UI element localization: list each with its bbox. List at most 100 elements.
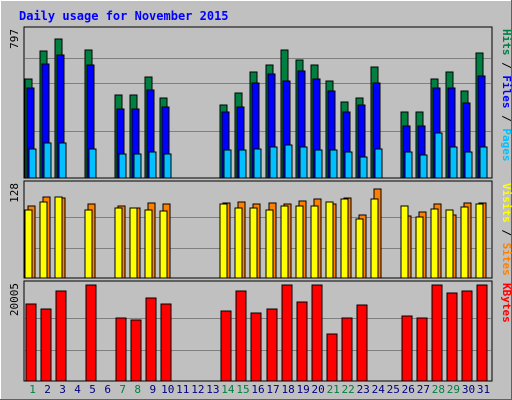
bar-kbytes-day-29 — [446, 292, 458, 382]
bar-kbytes-day-15 — [235, 290, 247, 382]
bar-pages-day-9 — [148, 151, 157, 179]
day-label-4: 4 — [74, 383, 81, 396]
bar-pages-day-30 — [464, 151, 473, 179]
bar-sites-day-29 — [445, 209, 454, 279]
panel-kbytes — [23, 280, 493, 382]
day-label-16: 16 — [251, 383, 264, 396]
day-label-8: 8 — [134, 383, 141, 396]
bar-pages-day-3 — [58, 142, 67, 179]
bar-pages-day-19 — [299, 146, 308, 179]
bar-pages-day-17 — [269, 146, 278, 179]
bar-sites-day-15 — [234, 207, 243, 279]
bar-kbytes-day-18 — [281, 284, 293, 382]
day-label-23: 23 — [357, 383, 370, 396]
bar-sites-day-7 — [114, 207, 123, 279]
day-label-20: 20 — [311, 383, 324, 396]
bar-pages-day-20 — [314, 149, 323, 179]
bar-pages-day-31 — [479, 146, 488, 179]
day-label-27: 27 — [417, 383, 430, 396]
bar-sites-day-1 — [24, 209, 33, 279]
bar-sites-day-16 — [249, 207, 258, 279]
bar-kbytes-day-5 — [85, 284, 97, 382]
day-label-22: 22 — [342, 383, 355, 396]
day-label-26: 26 — [402, 383, 415, 396]
day-label-15: 15 — [236, 383, 249, 396]
legend-item: Files — [500, 75, 512, 108]
day-label-29: 29 — [447, 383, 460, 396]
bar-kbytes-day-7 — [115, 317, 127, 382]
bar-kbytes-day-22 — [341, 317, 353, 382]
bar-kbytes-day-21 — [326, 333, 338, 382]
day-label-21: 21 — [327, 383, 340, 396]
day-label-13: 13 — [206, 383, 219, 396]
bar-sites-day-5 — [84, 209, 93, 279]
max-label-pages-files-hits: 797 — [8, 29, 21, 49]
right-legend-group-1: Hits / Files / Pages — [500, 29, 512, 162]
day-label-9: 9 — [149, 383, 156, 396]
bar-sites-day-10 — [159, 210, 168, 279]
day-label-14: 14 — [221, 383, 235, 396]
bar-kbytes-day-31 — [476, 284, 488, 382]
day-label-12: 12 — [191, 383, 204, 396]
right-legend-group-2: Visits / Sites — [500, 183, 512, 276]
bar-pages-day-29 — [449, 146, 458, 179]
bar-kbytes-day-19 — [296, 301, 308, 382]
bar-kbytes-day-2 — [40, 308, 52, 382]
bar-sites-day-18 — [280, 205, 289, 279]
bar-sites-day-30 — [460, 206, 469, 279]
bar-kbytes-day-27 — [416, 317, 428, 382]
legend-item: / — [500, 109, 512, 129]
bar-sites-day-9 — [144, 209, 153, 279]
day-label-11: 11 — [176, 383, 189, 396]
bar-kbytes-day-16 — [250, 312, 262, 382]
legend-item: / — [500, 223, 512, 243]
bar-sites-day-23 — [355, 218, 364, 279]
bar-kbytes-day-26 — [401, 315, 413, 382]
day-labels: 1 2 3 4 5 6 7 8 9 10 11 12 13 14 15 16 17 18 19 20 21 22 23 24 2… — [29, 383, 490, 396]
panel-visits-sites — [23, 180, 493, 279]
bar-sites-day-14 — [219, 203, 228, 279]
bar-sites-day-19 — [295, 205, 304, 279]
max-label-visits-sites: 128 — [8, 183, 21, 203]
panel-pages-files-hits — [23, 26, 493, 179]
day-label-3: 3 — [59, 383, 66, 396]
chart-panels — [23, 26, 493, 382]
bar-pages-day-23 — [359, 156, 368, 179]
chart-title: Daily usage for November 2015 — [19, 9, 229, 23]
bar-sites-day-24 — [370, 198, 379, 279]
bar-kbytes-day-10 — [160, 303, 172, 382]
bar-pages-day-24 — [374, 148, 383, 179]
bar-pages-day-21 — [329, 149, 338, 179]
bar-pages-day-10 — [163, 153, 172, 179]
bar-kbytes-day-23 — [356, 304, 368, 382]
bar-pages-day-28 — [434, 132, 443, 179]
bar-sites-day-17 — [265, 209, 274, 279]
bar-pages-day-1 — [28, 148, 37, 179]
day-label-18: 18 — [281, 383, 294, 396]
day-label-17: 17 — [266, 383, 279, 396]
day-label-28: 28 — [432, 383, 445, 396]
bar-kbytes-day-3 — [55, 290, 67, 382]
bar-sites-day-22 — [340, 198, 349, 279]
right-legend-group-3: KBytes — [500, 283, 512, 323]
bar-sites-day-28 — [430, 208, 439, 279]
bar-pages-day-15 — [238, 149, 247, 179]
bar-pages-day-2 — [43, 142, 52, 179]
day-label-5: 5 — [89, 383, 96, 396]
bar-kbytes-day-8 — [130, 319, 142, 382]
bar-pages-day-5 — [88, 148, 97, 179]
day-label-6: 6 — [104, 383, 111, 396]
bar-pages-day-26 — [404, 151, 413, 179]
max-label-kbytes: 20005 — [8, 283, 21, 316]
bar-sites-day-21 — [325, 201, 334, 279]
day-label-10: 10 — [161, 383, 174, 396]
legend-item: KBytes — [500, 283, 512, 323]
day-label-24: 24 — [372, 383, 386, 396]
panel-max-labels: 797 128 20005 — [8, 29, 21, 316]
bar-sites-day-20 — [310, 205, 319, 279]
bar-kbytes-day-30 — [461, 290, 473, 382]
bar-kbytes-day-20 — [311, 284, 323, 382]
bar-kbytes-day-1 — [25, 303, 37, 382]
